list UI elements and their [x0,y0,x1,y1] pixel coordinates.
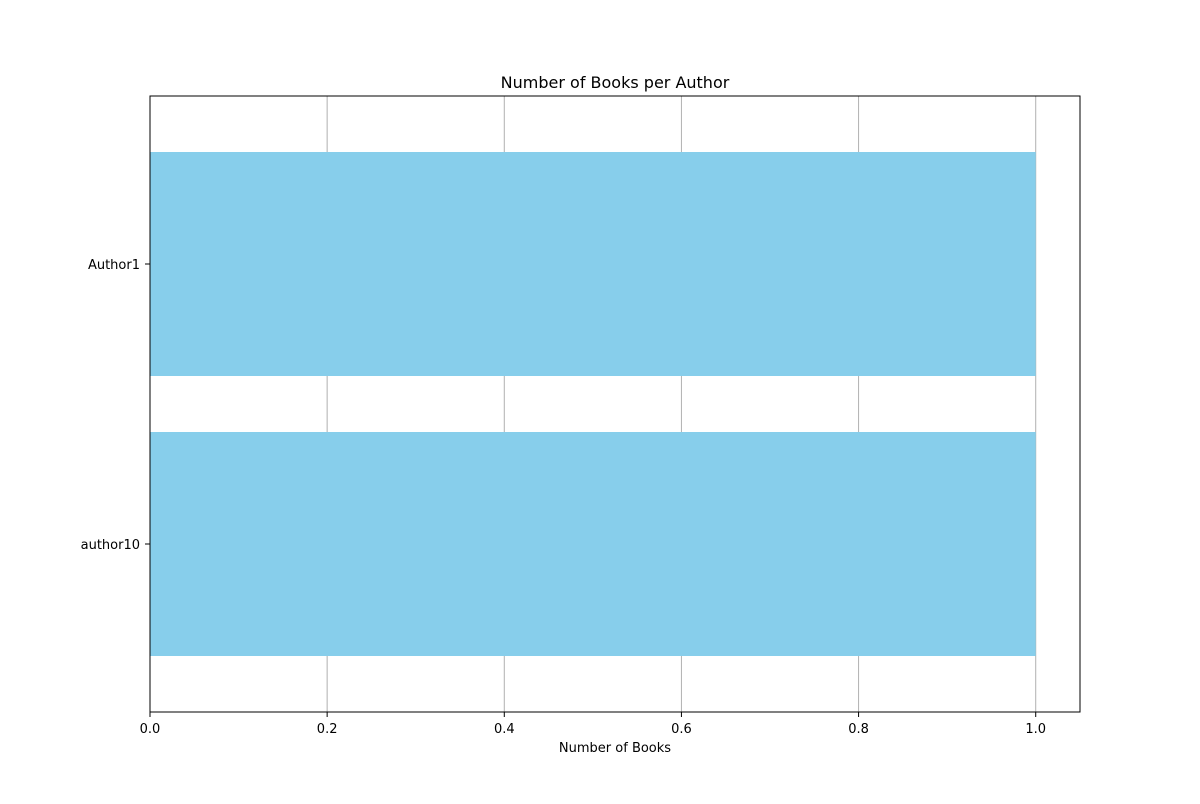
x-tick-label: 0.0 [140,722,161,737]
y-tick-label: author10 [81,538,140,553]
bar-author10 [150,432,1036,656]
bars [150,152,1036,656]
chart-title: Number of Books per Author [501,73,730,92]
x-tick-label: 0.4 [494,722,515,737]
x-tick-label: 0.2 [317,722,338,737]
y-tick-label: Author1 [88,258,140,273]
x-axis-label: Number of Books [559,741,671,756]
plot-frame [149,95,1081,713]
bar-author1 [150,152,1036,376]
x-tick-label: 1.0 [1025,722,1046,737]
y-axis-ticks: author10 Author1 [81,258,150,553]
x-axis-ticks: 0.0 0.2 0.4 0.6 0.8 1.0 [140,712,1046,737]
x-tick-label: 0.8 [848,722,869,737]
x-tick-label: 0.6 [671,722,692,737]
